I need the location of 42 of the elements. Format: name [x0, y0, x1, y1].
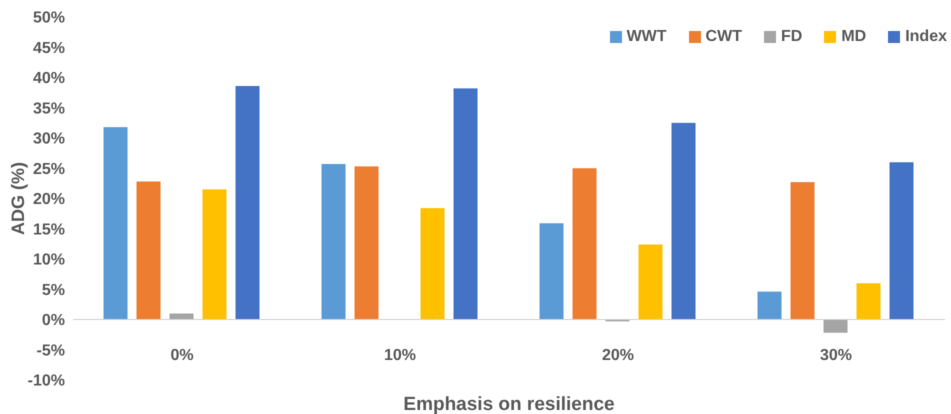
- bar: [824, 320, 848, 333]
- legend-label: Index: [904, 28, 947, 46]
- legend-label: CWT: [704, 28, 742, 46]
- y-tick-label: 45%: [32, 40, 65, 57]
- y-axis-title: ADG (%): [8, 162, 28, 235]
- y-tick-label: 40%: [32, 70, 65, 88]
- legend-label: FD: [780, 28, 802, 46]
- y-tick-label: 25%: [32, 160, 65, 178]
- y-tick-label: 50%: [32, 10, 65, 27]
- bar: [856, 283, 881, 320]
- bar: [672, 122, 696, 320]
- legend-label: WWT: [626, 28, 667, 46]
- bar: [322, 164, 346, 320]
- x-tick-label: 20%: [602, 347, 634, 364]
- bar: [236, 86, 260, 320]
- x-tick-label: 10%: [384, 347, 416, 364]
- bar: [202, 189, 227, 320]
- y-tick-label: 35%: [32, 100, 65, 118]
- y-tick-label: 5%: [42, 282, 65, 299]
- bar: [420, 208, 445, 320]
- bar: [790, 182, 815, 320]
- y-tick-label: 20%: [32, 191, 65, 208]
- y-tick-label: 0%: [42, 312, 65, 330]
- bar: [890, 162, 914, 320]
- x-axis-title: Emphasis on resilience: [403, 394, 615, 414]
- y-tick-label: 10%: [32, 252, 65, 269]
- bar: [758, 292, 782, 320]
- legend-label: MD: [840, 28, 866, 46]
- bar: [354, 166, 379, 320]
- bar: [104, 127, 128, 320]
- x-tick-label: 30%: [820, 347, 852, 364]
- x-tick-label: 0%: [170, 347, 194, 364]
- bar: [572, 168, 597, 320]
- bar: [540, 223, 564, 320]
- bar: [638, 244, 663, 320]
- y-tick-label: -5%: [36, 342, 65, 360]
- y-tick-label: -10%: [28, 372, 65, 390]
- y-tick-label: 15%: [32, 221, 65, 238]
- y-tick-label: 30%: [32, 130, 65, 148]
- bar: [454, 88, 478, 320]
- bar: [170, 313, 194, 320]
- bar: [136, 182, 161, 320]
